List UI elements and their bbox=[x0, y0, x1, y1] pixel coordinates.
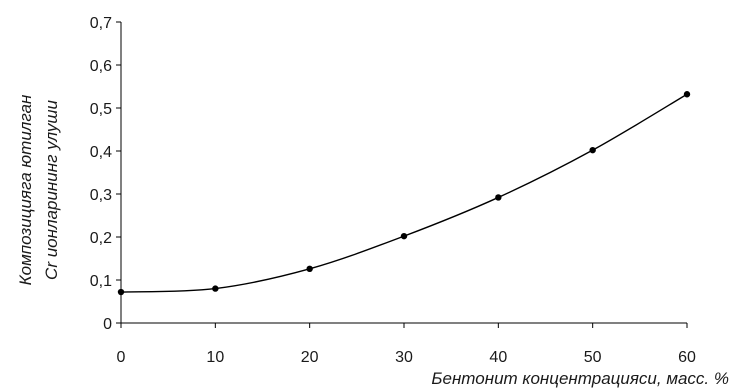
y-axis-title: Cr ионларининг улуши bbox=[42, 99, 61, 279]
data-point bbox=[495, 194, 502, 201]
series-points bbox=[117, 91, 691, 296]
y-axis-title-line-1: Композицияга ютилган bbox=[16, 94, 35, 285]
series-line bbox=[120, 93, 688, 293]
x-axis-title: Бентонит концентрацияси, масс. % bbox=[431, 369, 729, 388]
x-tick-label: 40 bbox=[489, 349, 507, 366]
y-tick-label: 0,2 bbox=[90, 230, 112, 247]
data-point bbox=[212, 285, 219, 292]
y-tick-label: 0,6 bbox=[90, 58, 112, 75]
x-tick-label: 0 bbox=[117, 349, 126, 366]
x-tick-label: 30 bbox=[395, 349, 413, 366]
x-tick-label: 60 bbox=[678, 349, 696, 366]
x-tick-label: 50 bbox=[584, 349, 602, 366]
data-point bbox=[306, 265, 313, 273]
y-tick-label: 0,1 bbox=[90, 273, 112, 290]
y-tick-label: 0,4 bbox=[90, 144, 112, 161]
data-point bbox=[589, 146, 596, 154]
y-tick-label: 0,7 bbox=[90, 15, 112, 32]
data-point bbox=[400, 232, 408, 240]
y-axis-ticks: 0 0,1 0,2 0,3 0,4 0,5 0,6 0,7 bbox=[90, 15, 121, 333]
y-axis-title: Композицияга ютилган bbox=[16, 94, 35, 285]
x-axis-ticks: 0 10 20 30 40 50 60 bbox=[117, 323, 696, 366]
y-axis-title-line-2: Cr ионларининг улуши bbox=[42, 99, 61, 279]
y-tick-label: 0,5 bbox=[90, 101, 112, 118]
y-tick-label: 0 bbox=[103, 316, 112, 333]
x-tick-label: 10 bbox=[206, 349, 224, 366]
data-point bbox=[117, 288, 125, 296]
x-tick-label: 20 bbox=[301, 349, 319, 366]
y-tick-label: 0,3 bbox=[90, 187, 112, 204]
data-point bbox=[683, 91, 691, 98]
